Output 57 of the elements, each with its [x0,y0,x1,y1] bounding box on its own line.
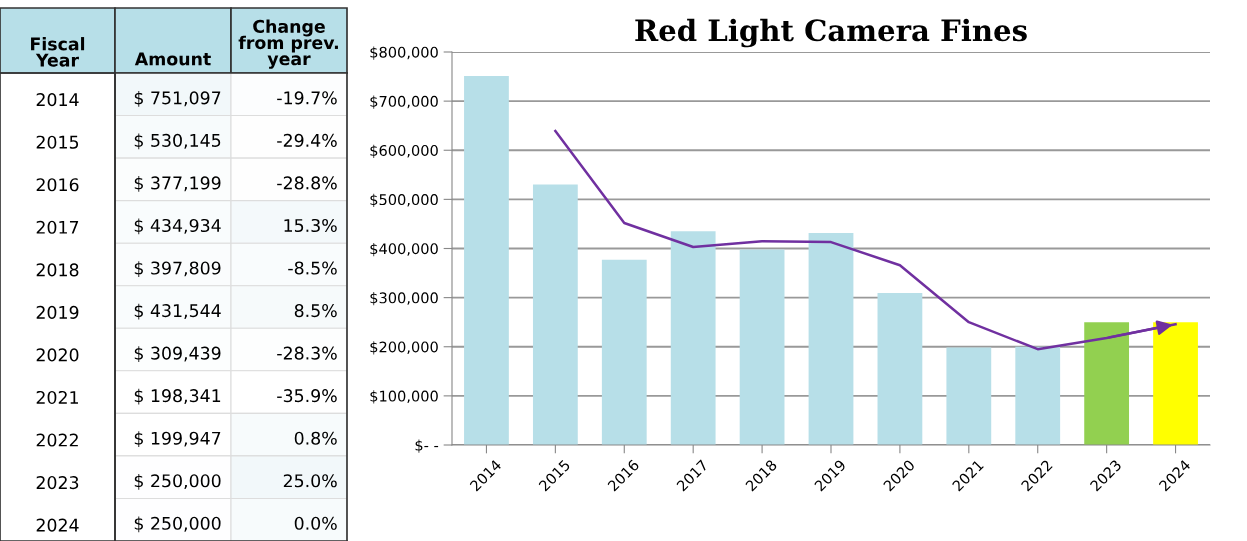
y-tick-label: $800,000 [370,46,438,60]
bar [739,249,785,445]
data-label: -19.7% [277,91,337,105]
bar [1153,322,1198,445]
y-tick-label: 2016 [36,178,79,192]
data-label: 25.0% [283,474,337,488]
bar [1015,346,1061,445]
y-tick-label: $100,000 [370,390,438,404]
data-label: $ 199,947 [134,431,221,448]
y-axis-title: Fiscal Year [31,37,85,67]
data-label: -29.4% [277,133,337,147]
y-tick-label: 2019 [36,305,79,319]
y-tick-label: 2020 [36,348,79,362]
data-label: 0.0% [294,516,337,530]
data-label: $ 377,199 [134,176,221,192]
x-tick-label: Amount [134,52,211,66]
bar [601,259,647,445]
y-tick-label: 2015 [36,135,79,149]
bar [946,347,992,445]
y-tick-label: $700,000 [370,95,438,109]
bar [464,76,509,445]
data-label: 8.5% [294,304,337,318]
data-label: -35.9% [277,389,337,403]
bar [670,231,716,445]
bar [808,233,854,445]
data-label: -28.3% [277,346,337,360]
y-tick-label: 2014 [36,93,79,107]
data-label: 15.3% [284,218,337,233]
y-tick-label: $400,000 [370,242,438,257]
x-tick-label: Change from prev. year [238,19,338,69]
y-tick-label: 2017 [36,220,79,234]
bar [1084,322,1130,445]
y-tick-label: 2024 [36,518,79,532]
y-tick-label: $300,000 [370,292,438,306]
y-tick-label: 2021 [36,390,78,405]
data-label: $ 431,544 [134,303,221,320]
y-tick-label: $- - [415,439,439,453]
data-label: -8.5% [288,261,337,275]
y-tick-label: $200,000 [370,341,438,355]
y-tick-label: 2018 [36,263,79,277]
y-tick-label: $500,000 [370,193,438,208]
data-label: $ 434,934 [134,218,221,235]
data-label: $ 250,000 [134,516,221,533]
data-label: $ 397,809 [134,261,221,277]
data-label: $ 309,439 [134,346,221,362]
data-label: -28.8% [277,176,337,190]
data-label: $ 250,000 [134,473,221,490]
data-label: $ 198,341 [134,388,221,405]
bar [532,184,578,445]
bar [877,292,923,445]
data-label: 0.8% [294,431,337,445]
data-label: $ 751,097 [134,90,221,107]
chart-title: Red Light Camera Fines [635,18,1027,48]
y-tick-label: $600,000 [370,144,438,158]
line-series [554,129,1177,351]
y-tick-label: 2022 [36,433,78,447]
data-label: $ 530,145 [134,133,221,150]
